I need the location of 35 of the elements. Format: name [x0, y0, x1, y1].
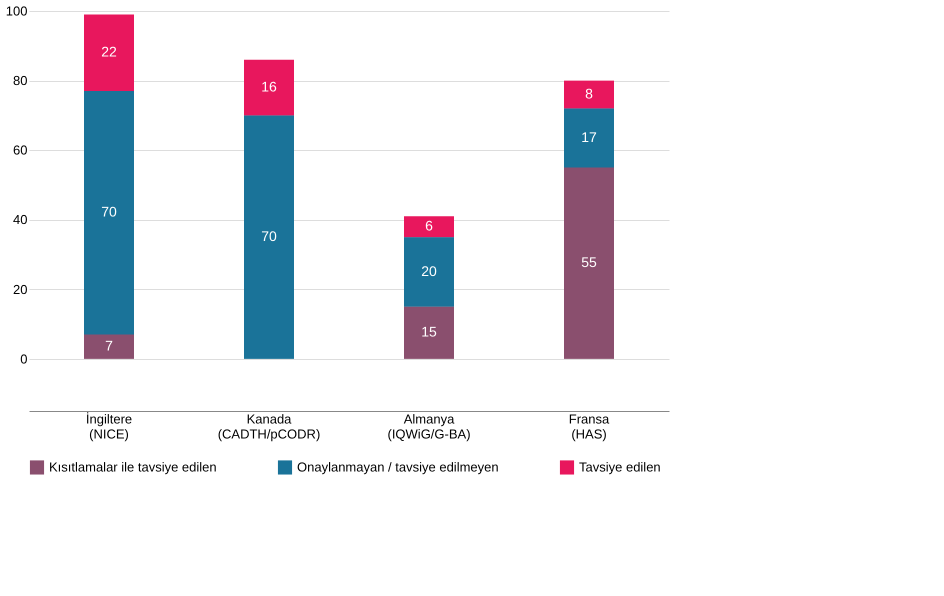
x-tick-label: İngiltere (NICE): [86, 412, 132, 442]
bar: [84, 91, 134, 334]
bar: [404, 216, 454, 238]
bar: [564, 108, 614, 168]
data-label: 20: [421, 262, 437, 279]
x-tick-label: Almanya (IQWiG/G-BA): [387, 412, 471, 442]
bar: [84, 14, 134, 91]
bar: [404, 306, 454, 359]
y-tick-label: 40: [13, 212, 28, 228]
y-tick-label: 80: [13, 73, 28, 88]
bar: [84, 334, 134, 359]
data-label: 6: [425, 218, 434, 234]
data-label: 8: [585, 85, 594, 102]
y-tick-label: 20: [13, 282, 28, 297]
bar: [404, 237, 454, 307]
legend-label: Kısıtlamalar ile tavsiye edilen: [49, 459, 217, 474]
y-tick-label: 0: [20, 351, 28, 366]
x-tick-label: Fransa (HAS): [568, 412, 610, 442]
bar: [244, 60, 294, 116]
data-label: 70: [101, 204, 117, 220]
legend-label: Tavsiye edilen: [579, 459, 661, 474]
bar: [244, 115, 294, 359]
data-label: 17: [581, 128, 597, 145]
data-label: 55: [581, 254, 597, 270]
legend-label: Onaylanmayan / tavsiye edilmeyen: [297, 459, 499, 474]
bar: [564, 168, 614, 359]
data-label: 70: [261, 228, 277, 244]
data-label: 15: [421, 324, 437, 340]
bar: [564, 80, 614, 108]
y-tick-label: 60: [13, 142, 28, 158]
data-label: 22: [101, 44, 117, 60]
data-label: 16: [261, 78, 277, 95]
x-tick-label: Kanada (CADTH/pCODR): [218, 412, 320, 442]
y-tick-label: 100: [6, 4, 28, 18]
data-label: 7: [105, 338, 114, 354]
